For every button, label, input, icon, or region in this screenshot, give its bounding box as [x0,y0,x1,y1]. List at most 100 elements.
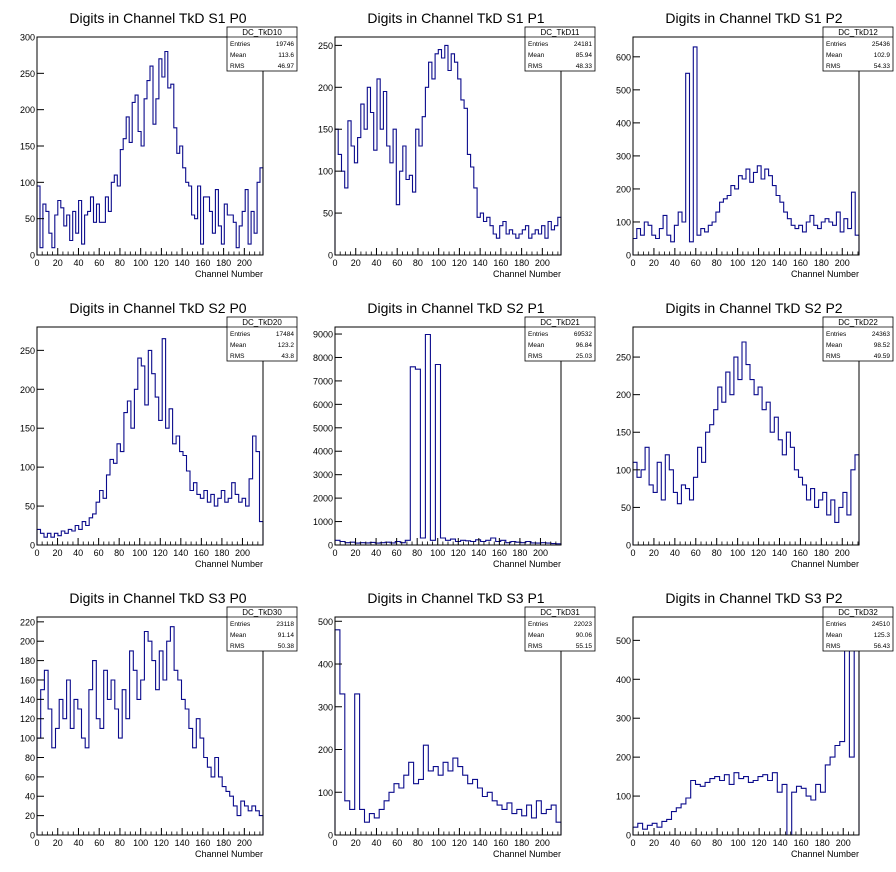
histogram-name: DC_TkD11 [541,28,581,37]
x-tick-label: 200 [835,548,850,558]
x-axis-label: Channel Number [791,269,859,279]
y-tick-label: 5000 [313,423,333,433]
x-tick-label: 100 [730,548,745,558]
stats-label-mean: Mean [230,342,247,349]
x-tick-label: 40 [73,258,83,268]
plot-frame [632,326,860,546]
x-tick-label: 40 [670,838,680,848]
x-tick-label: 180 [514,838,529,848]
histogram-series-line [632,46,860,255]
stats-label-entries: Entries [528,41,549,48]
stats-label-mean: Mean [230,632,247,639]
stats-box: DC_TkD30 Entries 23118 Mean 91.14 RMS 50.38 [226,606,298,652]
x-tick-label: 0 [34,838,39,848]
x-tick-label: 100 [431,838,446,848]
x-tick-label: 120 [752,838,767,848]
x-tick-label: 180 [514,258,529,268]
y-tick-label: 180 [20,656,35,666]
y-tick-label: 400 [616,675,631,685]
y-tick-label: 200 [616,390,631,400]
x-tick-label: 200 [237,838,252,848]
chart-title: Digits in Channel TkD S3 P2 [665,590,842,606]
y-tick-label: 250 [616,353,631,363]
y-tick-label: 0 [328,541,333,551]
y-tick-label: 300 [616,714,631,724]
stats-box: DC_TkD21 Entries 69532 Mean 96.84 RMS 25.03 [524,316,596,362]
y-tick-label: 0 [328,831,333,841]
histogram-name: DC_TkD21 [540,318,580,327]
x-tick-label: 40 [371,258,381,268]
stats-box-frame [226,606,298,652]
x-tick-label: 160 [195,838,210,848]
stats-label-entries: Entries [826,41,847,48]
x-tick-label: 180 [815,838,830,848]
histogram-name: DC_TkD31 [540,608,580,617]
x-tick-label: 60 [94,838,104,848]
x-tick-label: 100 [731,838,746,848]
y-tick-label: 200 [318,83,333,93]
x-tick-label: 160 [794,838,809,848]
stats-box-frame [524,606,596,652]
stats-box: DC_TkD10 Entries 19746 Mean 113.6 RMS 46.97 [226,26,298,72]
stats-label-entries: Entries [826,331,847,338]
y-tick-label: 500 [616,85,631,95]
stats-box: DC_TkD31 Entries 22023 Mean 90.06 RMS 55.15 [524,606,596,652]
x-tick-label: 200 [835,258,850,268]
x-axis-label: Channel Number [195,849,263,859]
y-tick-label: 200 [20,385,35,395]
y-tick-label: 220 [20,617,35,627]
stats-value-entries: 69532 [574,331,592,338]
histogram-series-line [36,338,264,545]
x-tick-label: 160 [493,838,508,848]
x-tick-label: 180 [214,548,229,558]
stats-label-mean: Mean [528,52,545,59]
x-tick-label: 180 [216,838,231,848]
x-tick-label: 60 [392,838,402,848]
stats-value-entries: 25436 [872,41,890,48]
y-tick-label: 250 [20,346,35,356]
x-tick-label: 80 [712,838,722,848]
stats-label-rms: RMS [528,643,543,650]
y-tick-label: 500 [318,617,333,627]
stats-box-frame [822,316,894,362]
stats-value-entries: 17484 [276,331,294,338]
x-tick-label: 80 [413,838,423,848]
histogram-series-line [632,341,860,545]
y-tick-label: 150 [20,424,35,434]
y-tick-label: 50 [25,214,35,224]
y-tick-label: 100 [616,465,631,475]
stats-label-entries: Entries [528,331,549,338]
stats-value-rms: 46.97 [278,63,295,70]
x-tick-label: 40 [670,258,680,268]
stats-value-entries: 23118 [276,621,294,628]
x-tick-label: 80 [114,548,124,558]
chart-title: Digits in Channel TkD S1 P1 [367,10,544,26]
y-tick-label: 250 [20,69,35,79]
y-tick-label: 150 [318,125,333,135]
x-tick-label: 160 [793,258,808,268]
x-tick-label: 80 [412,548,422,558]
histogram-series-line [334,333,562,545]
y-tick-label: 200 [318,745,333,755]
x-tick-label: 40 [73,838,83,848]
stats-label-rms: RMS [528,353,543,360]
y-tick-label: 100 [20,734,35,744]
x-tick-label: 0 [630,838,635,848]
y-tick-label: 100 [318,788,333,798]
x-tick-label: 160 [195,258,210,268]
x-tick-label: 20 [53,548,63,558]
chart-title: Digits in Channel TkD S1 P2 [665,10,842,26]
plot-frame [334,616,562,836]
y-tick-label: 250 [318,41,333,51]
x-tick-label: 0 [630,258,635,268]
x-axis-label: Channel Number [195,559,263,569]
x-tick-label: 100 [430,548,445,558]
x-tick-label: 0 [34,548,39,558]
stats-label-mean: Mean [826,342,843,349]
stats-label-rms: RMS [230,63,245,70]
stats-label-rms: RMS [826,643,841,650]
stats-value-mean: 90.06 [576,632,593,639]
stats-label-rms: RMS [230,353,245,360]
y-tick-label: 0 [626,831,631,841]
y-tick-label: 0 [626,541,631,551]
